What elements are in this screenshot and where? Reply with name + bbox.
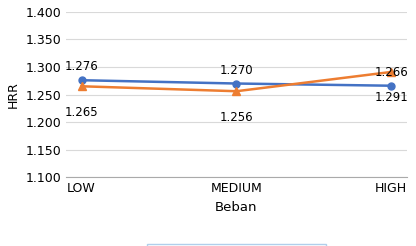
Line: TXV: TXV <box>78 77 395 89</box>
Line: KAPILER: KAPILER <box>77 68 395 95</box>
TXV <box>79 79 84 82</box>
Text: 1.265: 1.265 <box>65 106 99 119</box>
KAPILER <box>79 85 84 88</box>
Text: 1.276: 1.276 <box>65 60 99 73</box>
TXV <box>234 82 239 85</box>
Legend: TXV, KAPILER: TXV, KAPILER <box>147 245 326 246</box>
Y-axis label: HRR: HRR <box>7 81 20 108</box>
Text: 1.266: 1.266 <box>374 66 408 79</box>
X-axis label: Beban: Beban <box>215 200 258 214</box>
KAPILER <box>389 71 394 74</box>
Text: 1.291: 1.291 <box>374 92 408 104</box>
KAPILER <box>234 90 239 93</box>
TXV <box>389 84 394 87</box>
Text: 1.270: 1.270 <box>220 63 253 77</box>
Text: 1.256: 1.256 <box>220 111 253 124</box>
